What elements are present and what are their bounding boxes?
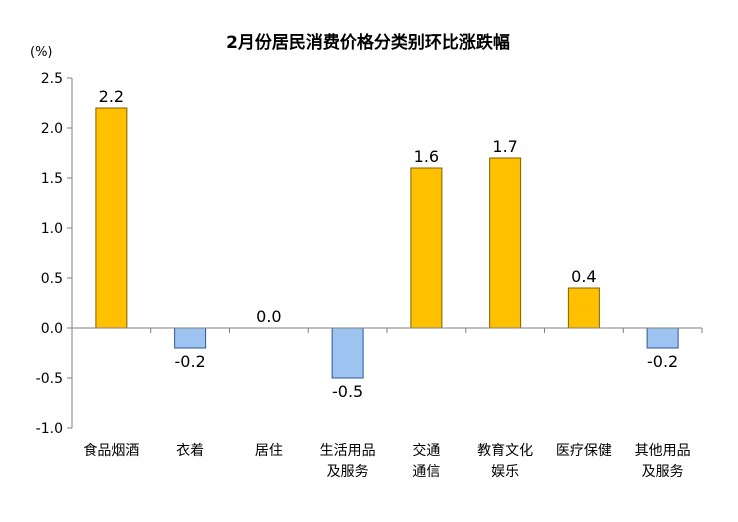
bar <box>410 167 443 329</box>
category-label: 生活用品 <box>320 443 376 459</box>
y-tick-label: 2.5 <box>41 71 63 87</box>
category-label: 其他用品 <box>635 443 691 459</box>
category-label: 居住 <box>255 443 283 459</box>
y-tick-label: 2.0 <box>41 121 63 137</box>
data-labels: 2.2 -0.2 0.0 -0.5 1.6 1.7 0.4 -0.2 <box>99 87 679 401</box>
data-label: -0.2 <box>175 352 206 371</box>
data-label: 0.4 <box>571 267 596 286</box>
bar <box>489 157 522 329</box>
data-label: 1.6 <box>414 147 439 166</box>
bar <box>567 287 600 329</box>
category-label: 食品烟酒 <box>83 442 139 459</box>
bars <box>95 107 679 379</box>
data-label: 2.2 <box>99 87 124 106</box>
bar <box>331 327 364 379</box>
category-label: 娱乐 <box>491 464 519 480</box>
bar <box>95 107 128 329</box>
y-axis: 2.5 2.0 1.5 1.0 0.5 0.0 -0.5 -1.0 <box>36 71 72 437</box>
data-label: 1.7 <box>492 137 517 156</box>
data-label: -0.2 <box>647 352 678 371</box>
category-label: 衣着 <box>176 443 204 459</box>
category-label: 教育文化 <box>477 443 533 459</box>
category-label: 及服务 <box>327 464 369 480</box>
y-tick-label: -1.0 <box>36 421 63 437</box>
chart-title: 2月份居民消费价格分类别环比涨跌幅 <box>226 32 510 53</box>
y-tick-label: 1.0 <box>41 221 63 237</box>
category-label: 通信 <box>412 464 440 480</box>
category-label: 及服务 <box>642 464 684 480</box>
data-label: -0.5 <box>332 382 363 401</box>
category-label: 医疗保健 <box>556 443 612 459</box>
y-tick-label: 0.5 <box>41 271 63 287</box>
y-tick-label: 1.5 <box>41 171 63 187</box>
bar <box>646 327 679 349</box>
data-label: 0.0 <box>256 307 281 326</box>
y-tick-label: -0.5 <box>36 371 63 387</box>
y-axis-unit: (%) <box>30 45 53 60</box>
bar <box>174 327 207 349</box>
y-tick-label: 0.0 <box>41 321 63 337</box>
category-label: 交通 <box>412 442 440 459</box>
